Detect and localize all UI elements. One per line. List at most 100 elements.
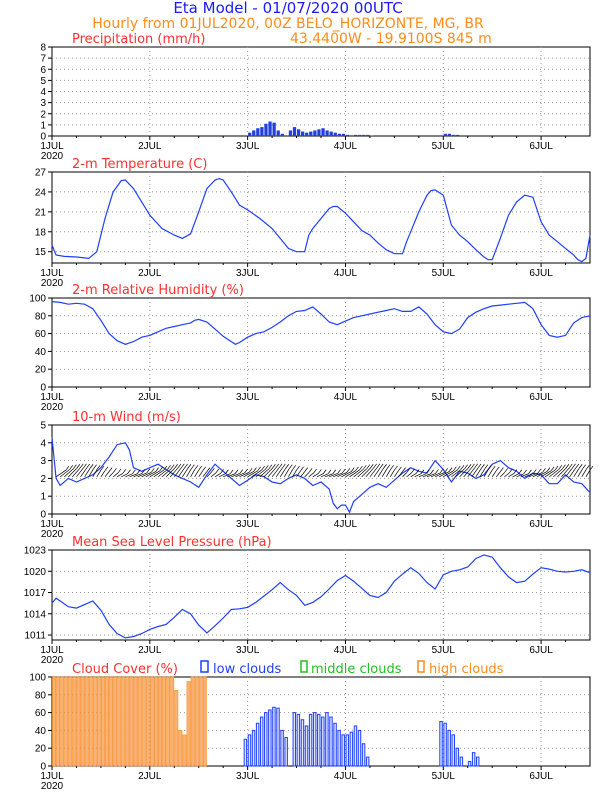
- wind-barb: [312, 473, 319, 478]
- precip-bar: [288, 130, 293, 136]
- wind-barb: [561, 467, 570, 478]
- wind-barb-flag: [332, 469, 337, 474]
- wind-barb: [157, 469, 168, 478]
- low-clouds-bar: [365, 756, 370, 767]
- low-clouds-bar: [317, 713, 321, 767]
- wind-barb: [447, 469, 458, 478]
- rh-ytick-label: 60: [35, 329, 47, 340]
- wind-barb-flag: [542, 468, 546, 473]
- wind-barb: [324, 473, 333, 478]
- wind-barb: [165, 467, 175, 478]
- precip-bar: [280, 133, 284, 136]
- wind-barb-flag: [439, 468, 444, 474]
- wind-barb: [178, 467, 185, 478]
- wind-barb: [198, 470, 204, 478]
- wind-barb-flag: [460, 465, 465, 470]
- wind-xtick-label: 6JUL: [529, 519, 553, 530]
- wind-barb: [186, 468, 192, 478]
- wind-barb: [125, 473, 133, 478]
- wind-barb-flag: [379, 463, 384, 469]
- wind-barb: [275, 467, 283, 478]
- wind-barb-flag: [86, 463, 91, 469]
- wind-barb: [63, 468, 74, 478]
- wind-barb: [365, 467, 374, 478]
- high-clouds-bar: [145, 676, 150, 767]
- cloud-xtick-label: 3JUL: [236, 771, 260, 782]
- wind-barb: [532, 472, 543, 478]
- high-clouds-bar: [109, 676, 114, 767]
- wind-barb: [414, 473, 422, 478]
- high-clouds-bar: [68, 676, 73, 767]
- wind-barb: [96, 469, 102, 478]
- wind-barb-flag: [376, 463, 381, 469]
- wind-barb-flag: [383, 464, 387, 469]
- high-clouds-bar: [80, 676, 85, 767]
- cloud-title: Cloud Cover (%): [72, 662, 178, 677]
- wind-barb-flag: [474, 463, 479, 469]
- high-clouds-bar: [133, 676, 138, 767]
- wind-series-line: [51, 437, 591, 514]
- wind-barb: [304, 472, 310, 478]
- wind-xtick-label: 5JUL: [432, 519, 456, 530]
- wind-barb-flag: [285, 464, 290, 469]
- rh-title: 2-m Relative Humidity (%): [72, 283, 244, 298]
- precip-xtick-label: 3JUL: [236, 141, 260, 152]
- temp-ytick-label: 24: [35, 187, 47, 198]
- wind-barb-flag: [565, 464, 570, 469]
- wind-barb-flag: [170, 464, 175, 469]
- wind-barb: [55, 469, 67, 478]
- low-clouds-bar: [345, 734, 350, 767]
- wind-barb: [389, 469, 395, 478]
- temp-xtick-label: 1JUL: [40, 268, 64, 279]
- wind-barb: [353, 469, 364, 478]
- wind-barb-flag: [504, 468, 509, 473]
- wind-barb: [271, 467, 280, 478]
- high-clouds-bar: [149, 676, 154, 767]
- wind-barb-flag: [268, 464, 273, 469]
- wind-barb-flag: [304, 467, 309, 472]
- wind-barb-flag: [239, 469, 244, 474]
- wind-barb-flag: [141, 469, 146, 474]
- wind-barb: [439, 471, 450, 478]
- high-clouds-bar: [178, 730, 183, 767]
- wind-barb-flag: [550, 466, 555, 472]
- low-clouds-bar: [443, 722, 447, 767]
- low-clouds-bar: [357, 729, 362, 767]
- temp-xtick-label: 3JUL: [236, 268, 260, 279]
- high-clouds-bar: [129, 676, 134, 767]
- mslp-xtick-year: 2020: [41, 655, 64, 666]
- wind-barb: [443, 470, 454, 478]
- wind-barb: [161, 468, 172, 478]
- low-clouds-bar: [451, 734, 455, 767]
- temperature-panel: 15 18 21 24 27 1JUL2020 2JUL 3JUL 4JUL 5JUL 6JUL 2-…: [35, 157, 591, 289]
- precip-bar: [248, 132, 252, 136]
- high-clouds-bar: [121, 676, 126, 767]
- wind-barb: [516, 473, 524, 478]
- wind-barb: [455, 468, 465, 478]
- wind-barb: [406, 472, 412, 478]
- precip-ytick-label: 2: [40, 109, 46, 120]
- precip-title: Precipitation (mm/h): [72, 32, 205, 47]
- wind-barb-flag: [355, 466, 359, 472]
- wind-barb-flag: [327, 469, 332, 475]
- precip-bar: [309, 131, 313, 136]
- mslp-ytick-label: 1014: [24, 609, 47, 620]
- wind-barb-flag: [261, 465, 265, 471]
- wind-ytick-label: 0: [40, 510, 46, 521]
- wind-barb: [153, 469, 164, 478]
- wind-barb-flag: [300, 466, 304, 472]
- precip-bar: [341, 133, 346, 136]
- precip-xtick-year: 2020: [41, 151, 64, 162]
- wind-barb: [475, 468, 482, 478]
- wind-barb: [557, 467, 567, 478]
- middle-clouds-legend-swatch: [300, 660, 308, 673]
- wind-barb: [361, 467, 371, 478]
- wind-barb: [504, 472, 510, 478]
- location-coords: 43.4400W - 19.9100S 845 m: [290, 31, 492, 47]
- wind-barb-flag: [471, 463, 475, 469]
- wind-barb: [72, 467, 81, 478]
- wind-barb: [210, 472, 217, 478]
- precip-bar: [292, 127, 297, 136]
- precip-bar: [370, 135, 374, 136]
- precip-bar: [455, 134, 460, 136]
